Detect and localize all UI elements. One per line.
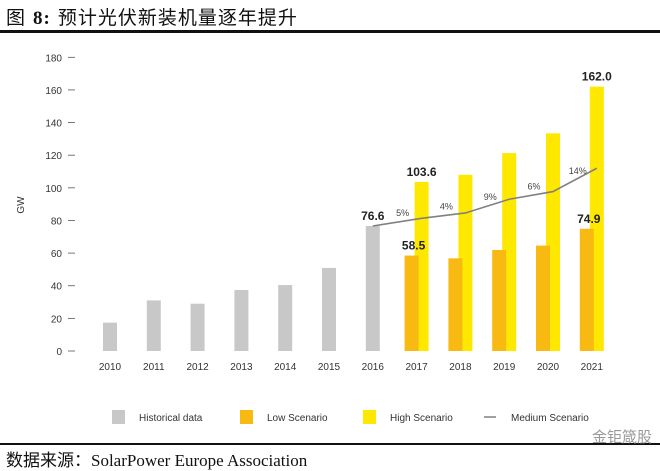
bar-low-scenario <box>536 245 550 351</box>
growth-label: 5% <box>396 208 409 218</box>
data-label: 103.6 <box>407 165 437 179</box>
y-tick-label: 140 <box>45 119 62 130</box>
y-tick-label: 20 <box>51 314 63 325</box>
y-tick-label: 40 <box>51 282 63 293</box>
y-tick-label: 0 <box>56 347 62 358</box>
x-tick-label: 2020 <box>537 362 560 373</box>
x-tick-label: 2016 <box>362 362 385 373</box>
y-tick-label: 160 <box>45 86 62 97</box>
data-label: 162.0 <box>582 70 612 84</box>
legend-swatch <box>363 410 376 424</box>
legend-swatch <box>240 410 253 424</box>
x-tick-label: 2011 <box>143 362 165 373</box>
legend-swatch <box>112 410 125 424</box>
x-tick-label: 2017 <box>405 362 428 373</box>
legend-label: Historical data <box>139 413 203 424</box>
figure-number: 8: <box>33 8 51 29</box>
x-tick-label: 2018 <box>449 362 472 373</box>
figure-title: 图 8: 预计光伏新装机量逐年提升 <box>6 3 298 30</box>
x-tick-label: 2014 <box>274 362 297 373</box>
x-tick-label: 2021 <box>581 362 604 373</box>
legend-label: Medium Scenario <box>511 413 589 424</box>
legend-label: High Scenario <box>390 413 453 424</box>
bar-low-scenario <box>448 258 463 351</box>
growth-label: 14% <box>569 166 587 176</box>
y-tick-label: 60 <box>51 249 63 260</box>
y-tick-label: 120 <box>45 151 62 162</box>
legend-label: Low Scenario <box>267 413 328 424</box>
title-prefix: 图 <box>6 7 34 29</box>
growth-label: 6% <box>527 181 540 191</box>
data-label: 58.5 <box>402 239 426 253</box>
title-text: 预计光伏新装机量逐年提升 <box>50 7 298 29</box>
bar-historical <box>234 289 249 351</box>
source-note: 数据来源：SolarPower Europe Association <box>6 451 308 470</box>
line-medium-scenario <box>372 167 598 227</box>
bar-historical <box>146 300 161 351</box>
x-tick-label: 2010 <box>99 362 122 373</box>
x-tick-label: 2019 <box>493 362 516 373</box>
y-tick-label: 100 <box>45 184 62 195</box>
bar-historical <box>278 285 293 351</box>
watermark: 金钜箴股 <box>591 429 652 446</box>
bottom-rule <box>0 443 660 445</box>
data-label: 74.9 <box>577 212 601 226</box>
y-tick-label: 80 <box>51 216 63 227</box>
bar-historical <box>190 303 205 351</box>
bar-historical <box>322 267 336 351</box>
data-label: 76.6 <box>361 209 385 223</box>
bar-low-scenario <box>579 228 594 351</box>
bar-low-scenario <box>492 249 507 351</box>
x-tick-label: 2015 <box>318 362 341 373</box>
x-tick-label: 2013 <box>230 362 253 373</box>
bar-low-scenario <box>404 255 419 351</box>
y-axis-label: GW <box>16 196 27 214</box>
growth-label: 4% <box>440 202 453 212</box>
bar-historical <box>103 322 117 351</box>
y-tick-label: 180 <box>45 53 62 64</box>
bar-historical <box>365 226 380 351</box>
growth-label: 9% <box>484 192 497 202</box>
x-tick-label: 2012 <box>186 362 209 373</box>
top-rule <box>0 30 660 33</box>
